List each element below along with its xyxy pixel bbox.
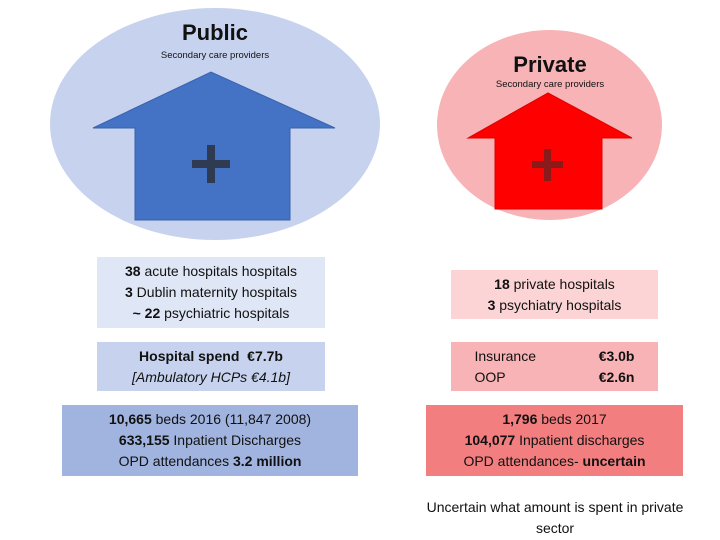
public-activity-box: 10,665 beds 2016 (11,847 2008) 633,155 I… [62,405,358,476]
public-facilities-line: ~ 22 psychiatric hospitals [133,303,290,324]
public-facilities-line: 38 acute hospitals hospitals [125,261,297,282]
public-activity-line: 10,665 beds 2016 (11,847 2008) [109,409,311,430]
label: beds 2017 [537,411,607,427]
private-facilities-box: 18 private hospitals 3 psychiatry hospit… [451,270,658,319]
private-spend-row: Insurance €3.0b [475,346,635,367]
count: 3 [487,296,496,313]
label: psychiatry hospitals [495,296,622,313]
private-facilities-line: 3 psychiatry hospitals [488,295,622,316]
private-spend-note: Uncertain what amount is spent in privat… [426,499,684,536]
private-subtitle: Secondary care providers [495,79,605,90]
private-spend-row: OOP €2.6n [475,367,635,388]
private-activity-box: 1,796 beds 2017 104,077 Inpatient discha… [426,405,683,476]
private-facilities-line: 18 private hospitals [494,274,615,295]
public-activity-line: OPD attendances 3.2 million [119,451,302,472]
public-hospital-spend: Hospital spend €7.7b [139,347,283,364]
value: 10,665 [108,411,152,427]
value: 104,077 [464,432,516,448]
label: Dublin maternity hospitals [132,284,297,300]
private-plus-icon [532,149,563,181]
value: uncertain [582,453,646,469]
label: psychiatric hospitals [160,305,290,321]
value: 1,796 [502,411,538,427]
label: acute hospitals hospitals [140,263,297,279]
count: ~ 22 [132,305,161,321]
value: 633,155 [118,432,170,448]
public-facilities-box: 38 acute hospitals hospitals 3 Dublin ma… [97,257,325,328]
label: OPD attendances- [463,453,583,469]
spend-label: OOP [474,368,506,385]
private-spend-box: Insurance €3.0b OOP €2.6n [451,342,658,391]
public-ambulatory-spend: [Ambulatory HCPs €4.1b] [132,368,290,385]
public-plus-icon [192,145,230,183]
label: OPD attendances [118,453,233,469]
value: 3.2 million [232,453,302,469]
private-activity-line: 1,796 beds 2017 [502,409,606,430]
private-activity-line: 104,077 Inpatient discharges [465,430,645,451]
spend-label: Insurance [474,347,536,364]
public-spend-box: Hospital spend €7.7b [Ambulatory HCPs €4… [97,342,325,391]
label: private hospitals [509,275,615,292]
count: 3 [125,284,133,300]
spend-value: €3.0b [598,347,635,364]
private-title: Private [513,52,587,77]
count: 38 [124,263,141,279]
private-house-icon [466,92,633,210]
private-activity-line: OPD attendances- uncertain [463,451,645,472]
label: beds 2016 (11,847 2008) [151,411,312,427]
count: 18 [494,275,510,292]
public-house-icon [92,71,336,221]
label: Inpatient Discharges [169,432,302,448]
public-title: Public [181,20,248,45]
public-subtitle: Secondary care providers [160,50,270,61]
public-activity-line: 633,155 Inpatient Discharges [119,430,301,451]
label: Inpatient discharges [515,432,645,448]
public-facilities-line: 3 Dublin maternity hospitals [125,282,297,303]
spend-value: €2.6n [598,368,635,385]
